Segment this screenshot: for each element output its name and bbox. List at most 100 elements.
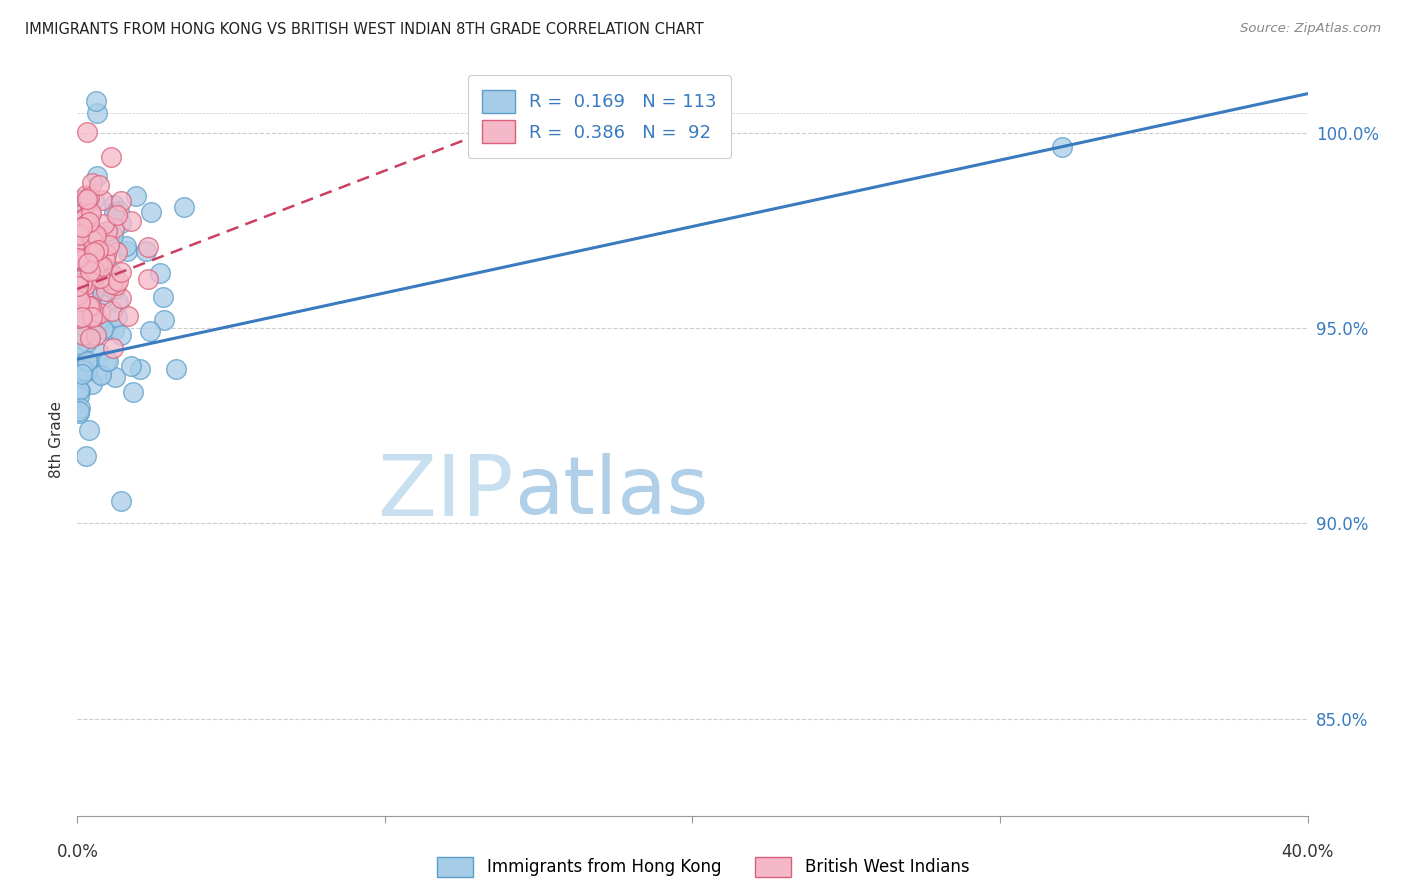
Point — [72, 290, 94, 304]
Point — [110, 265, 132, 279]
Point — [84, 230, 107, 244]
Point — [75, 240, 97, 254]
Point — [67, 279, 90, 293]
Point — [93, 217, 115, 231]
Point — [86, 271, 108, 285]
Y-axis label: 8th Grade: 8th Grade — [49, 401, 65, 478]
Point — [67, 389, 90, 403]
Point — [89, 273, 111, 287]
Text: ZIP: ZIP — [378, 450, 515, 533]
Point — [82, 286, 104, 301]
Point — [105, 208, 128, 222]
Point — [72, 285, 94, 300]
Point — [76, 364, 98, 378]
Point — [79, 204, 101, 219]
Point — [77, 215, 100, 229]
Point — [77, 258, 100, 272]
Point — [69, 199, 91, 213]
Point — [82, 377, 104, 392]
Point — [83, 193, 105, 207]
Legend: Immigrants from Hong Kong, British West Indians: Immigrants from Hong Kong, British West … — [430, 850, 976, 884]
Point — [117, 309, 139, 323]
Point — [70, 220, 93, 235]
Point — [79, 324, 101, 338]
Point — [72, 363, 94, 377]
Point — [89, 271, 111, 285]
Point — [67, 383, 90, 397]
Point — [75, 256, 97, 270]
Point — [82, 176, 104, 190]
Point — [73, 218, 96, 232]
Point — [69, 301, 91, 315]
Point — [84, 329, 107, 343]
Point — [82, 236, 104, 251]
Point — [69, 252, 91, 266]
Point — [103, 204, 125, 219]
Text: 0.0%: 0.0% — [56, 843, 98, 861]
Point — [96, 224, 118, 238]
Point — [87, 243, 110, 257]
Point — [70, 318, 93, 332]
Point — [67, 295, 90, 310]
Point — [89, 306, 111, 320]
Point — [110, 493, 132, 508]
Point — [96, 278, 118, 293]
Point — [103, 220, 125, 235]
Point — [72, 239, 94, 253]
Point — [67, 278, 90, 293]
Point — [70, 193, 93, 207]
Point — [79, 300, 101, 314]
Point — [97, 353, 120, 368]
Point — [70, 322, 93, 336]
Point — [67, 288, 90, 302]
Point — [70, 310, 93, 324]
Point — [67, 202, 90, 217]
Point — [70, 226, 93, 240]
Point — [86, 255, 108, 269]
Point — [84, 309, 107, 323]
Point — [76, 125, 98, 139]
Point — [110, 194, 132, 208]
Point — [80, 299, 103, 313]
Point — [80, 310, 103, 324]
Point — [67, 327, 90, 342]
Point — [82, 260, 104, 275]
Point — [77, 194, 100, 208]
Point — [73, 277, 96, 292]
Point — [103, 198, 125, 212]
Point — [101, 304, 124, 318]
Point — [70, 277, 93, 291]
Point — [110, 216, 132, 230]
Point — [67, 232, 90, 246]
Point — [72, 319, 94, 334]
Point — [70, 241, 93, 255]
Point — [91, 194, 114, 208]
Point — [83, 263, 105, 277]
Point — [69, 401, 91, 415]
Point — [69, 236, 91, 251]
Point — [67, 252, 90, 266]
Point — [73, 307, 96, 321]
Point — [79, 330, 101, 344]
Point — [93, 252, 115, 267]
Text: Source: ZipAtlas.com: Source: ZipAtlas.com — [1240, 22, 1381, 36]
Point — [98, 232, 121, 246]
Point — [86, 106, 108, 120]
Point — [70, 368, 93, 382]
Point — [125, 189, 148, 203]
Point — [165, 362, 187, 376]
Point — [77, 256, 100, 270]
Point — [105, 278, 128, 293]
Point — [98, 238, 121, 252]
Point — [72, 328, 94, 343]
Point — [82, 234, 104, 248]
Point — [70, 227, 93, 241]
Point — [67, 234, 90, 248]
Point — [94, 284, 117, 298]
Point — [93, 290, 115, 304]
Point — [73, 233, 96, 247]
Point — [91, 322, 114, 336]
Point — [136, 240, 159, 254]
Point — [86, 227, 108, 242]
Point — [139, 324, 162, 338]
